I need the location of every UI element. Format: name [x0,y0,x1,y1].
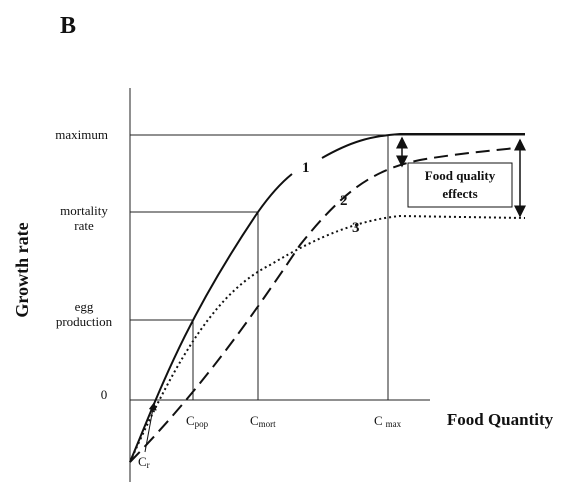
y-label: egg [75,299,94,314]
curve-1-end [321,133,525,159]
y-label: 0 [101,387,108,402]
panel-label: B [60,13,76,39]
y-label: production [56,314,113,329]
y-label: rate [74,218,94,233]
x-axis-title: Food Quantity [447,410,554,429]
curve-3 [129,214,526,463]
cr-arrow [144,402,157,453]
curve-label: 3 [352,220,360,236]
y-axis-title: Growth rate [12,222,32,317]
y-label: mortality [60,203,108,218]
box-text: Food quality [425,168,496,183]
curve-2 [129,147,516,463]
quality-box [407,162,513,208]
box-text: effects [442,186,477,201]
curve-1 [129,173,293,463]
y-label: maximum [55,127,108,142]
curve-label: 2 [340,193,348,209]
x-label: Cmort [250,413,276,429]
x-label: Cpop [186,413,209,429]
x-label: Cr [138,454,150,470]
curve-label: 1 [302,160,310,176]
